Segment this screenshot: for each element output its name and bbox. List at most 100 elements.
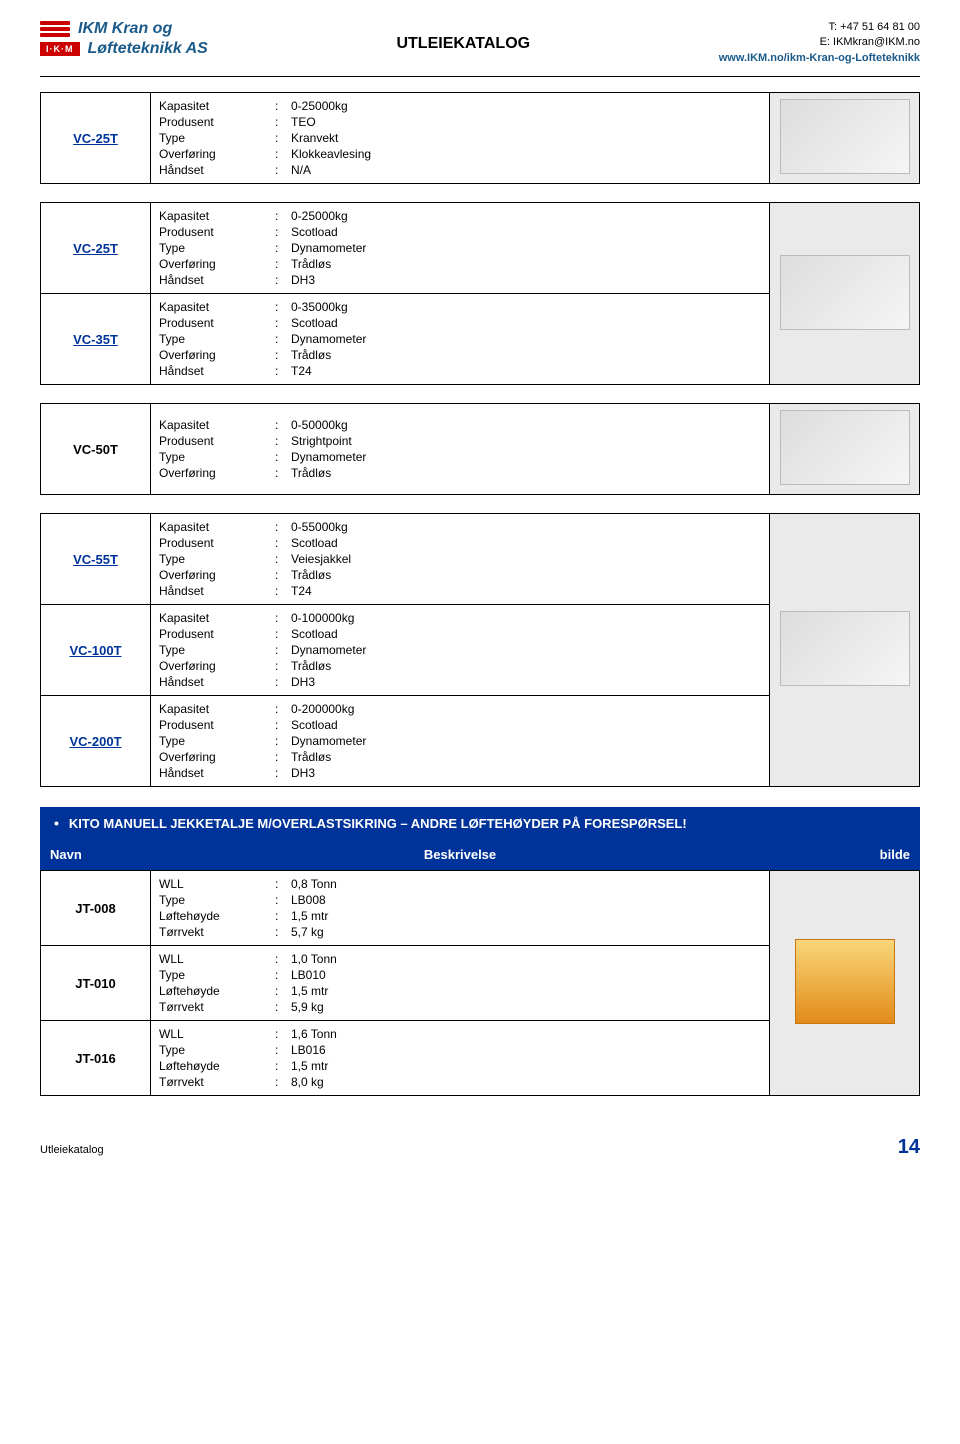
spec-value: 1,5 mtr	[291, 1059, 761, 1073]
logo-block: IKM Kran og I·K·M Løfteteknikk AS	[40, 20, 208, 58]
spec-sep: :	[275, 418, 285, 432]
spec-key: Håndset	[159, 273, 269, 287]
product-desc-cell: Kapasitet:0-35000kgProdusent:ScotloadTyp…	[151, 294, 770, 385]
spec-value: TEO	[291, 115, 761, 129]
product-code-link[interactable]: VC-55T	[73, 552, 118, 567]
spec-sep: :	[275, 273, 285, 287]
spec-value: 0-50000kg	[291, 418, 761, 432]
spec-sep: :	[275, 584, 285, 598]
table-row: JT-008WLL:0,8 TonnType:LB008Løftehøyde:1…	[41, 871, 920, 946]
product-code-text: JT-008	[75, 901, 115, 916]
product-table: VC-55T Kapasitet:0-55000kgProdusent:Scotl…	[40, 513, 920, 787]
product-code-link[interactable]: VC-35T	[73, 332, 118, 347]
product-desc-cell: WLL:1,0 TonnType:LB010Løftehøyde:1,5 mtr…	[151, 946, 770, 1021]
spec-key: Produsent	[159, 627, 269, 641]
spec-key: Type	[159, 552, 269, 566]
spec-value: DH3	[291, 766, 761, 780]
logo-badge: I·K·M	[40, 42, 80, 56]
spec-key: Type	[159, 968, 269, 982]
section-banner: • KITO MANUELL JEKKETALJE M/OVERLASTSIKR…	[40, 807, 920, 839]
spec-value: 0-35000kg	[291, 300, 761, 314]
spec-sep: :	[275, 893, 285, 907]
spec-key: Type	[159, 1043, 269, 1057]
product-code-cell: JT-008	[41, 871, 151, 946]
spec-value: 8,0 kg	[291, 1075, 761, 1089]
spec-sep: :	[275, 332, 285, 346]
spec-key: Type	[159, 332, 269, 346]
spec-key: Løftehøyde	[159, 984, 269, 998]
spec-sep: :	[275, 241, 285, 255]
logo-bars-icon	[40, 21, 70, 37]
product-code-link[interactable]: VC-200T	[69, 734, 121, 749]
product-code-link[interactable]: VC-25T	[73, 241, 118, 256]
spec-value: Trådløs	[291, 750, 761, 764]
product-desc-cell: Kapasitet:0-25000kgProdusent:ScotloadTyp…	[151, 203, 770, 294]
phone-label: T:	[829, 21, 838, 33]
spec-value: 5,7 kg	[291, 925, 761, 939]
spec-sep: :	[275, 734, 285, 748]
product-code-cell: VC-200T	[41, 696, 151, 787]
logo-text-line1: IKM Kran og	[78, 20, 172, 38]
spec-sep: :	[275, 99, 285, 113]
phone-value: +47 51 64 81 00	[840, 21, 920, 33]
spec-key: WLL	[159, 952, 269, 966]
spec-sep: :	[275, 316, 285, 330]
product-code-cell: VC-25T	[41, 203, 151, 294]
spec-value: T24	[291, 364, 761, 378]
spec-sep: :	[275, 450, 285, 464]
spec-value: 0,8 Tonn	[291, 877, 761, 891]
product-code-cell: JT-016	[41, 1021, 151, 1096]
spec-value: LB010	[291, 968, 761, 982]
spec-value: 0-25000kg	[291, 99, 761, 113]
spec-sep: :	[275, 364, 285, 378]
footer-label: Utleiekatalog	[40, 1144, 104, 1156]
spec-key: Håndset	[159, 584, 269, 598]
product-image-cell	[770, 93, 920, 184]
page-header: IKM Kran og I·K·M Løfteteknikk AS UTLEIE…	[40, 20, 920, 66]
spec-value: Trådløs	[291, 659, 761, 673]
product-image-cell	[770, 203, 920, 385]
product-code-cell: VC-100T	[41, 605, 151, 696]
spec-sep: :	[275, 611, 285, 625]
spec-sep: :	[275, 1027, 285, 1041]
page-title: UTLEIEKATALOG	[208, 35, 719, 53]
spec-sep: :	[275, 115, 285, 129]
spec-sep: :	[275, 952, 285, 966]
spec-sep: :	[275, 675, 285, 689]
spec-key: Produsent	[159, 718, 269, 732]
spec-value: Dynamometer	[291, 241, 761, 255]
spec-value: Veiesjakkel	[291, 552, 761, 566]
product-image-cell	[770, 404, 920, 495]
website-link[interactable]: www.IKM.no/ikm-Kran-og-Lofteteknikk	[719, 52, 920, 64]
spec-value: Dynamometer	[291, 332, 761, 346]
page-number: 14	[898, 1136, 920, 1159]
spec-key: Løftehøyde	[159, 909, 269, 923]
spec-key: Kapasitet	[159, 99, 269, 113]
spec-key: Overføring	[159, 147, 269, 161]
product-code-cell: VC-35T	[41, 294, 151, 385]
logo-text-line2: Løfteteknikk AS	[88, 40, 208, 58]
spec-key: Håndset	[159, 163, 269, 177]
product-code-text: JT-016	[75, 1051, 115, 1066]
spec-key: Overføring	[159, 257, 269, 271]
spec-key: Type	[159, 241, 269, 255]
spec-sep: :	[275, 520, 285, 534]
spec-sep: :	[275, 552, 285, 566]
spec-value: DH3	[291, 675, 761, 689]
product-code-link[interactable]: VC-100T	[69, 643, 121, 658]
spec-key: Kapasitet	[159, 702, 269, 716]
spec-key: Type	[159, 450, 269, 464]
spec-sep: :	[275, 909, 285, 923]
product-code-link[interactable]: VC-25T	[73, 131, 118, 146]
product-desc-cell: Kapasitet:0-50000kgProdusent:Strightpoin…	[151, 404, 770, 495]
spec-sep: :	[275, 718, 285, 732]
spec-key: Håndset	[159, 364, 269, 378]
spec-key: Overføring	[159, 348, 269, 362]
product-code-cell: VC-50T	[41, 404, 151, 495]
product-desc-cell: Kapasitet:0-55000kgProdusent:ScotloadTyp…	[151, 514, 770, 605]
spec-sep: :	[275, 257, 285, 271]
spec-key: Type	[159, 131, 269, 145]
table-row: VC-50TKapasitet:0-50000kgProdusent:Strig…	[41, 404, 920, 495]
email-link[interactable]: IKMkran@IKM.no	[833, 36, 920, 48]
spec-value: Scotload	[291, 225, 761, 239]
